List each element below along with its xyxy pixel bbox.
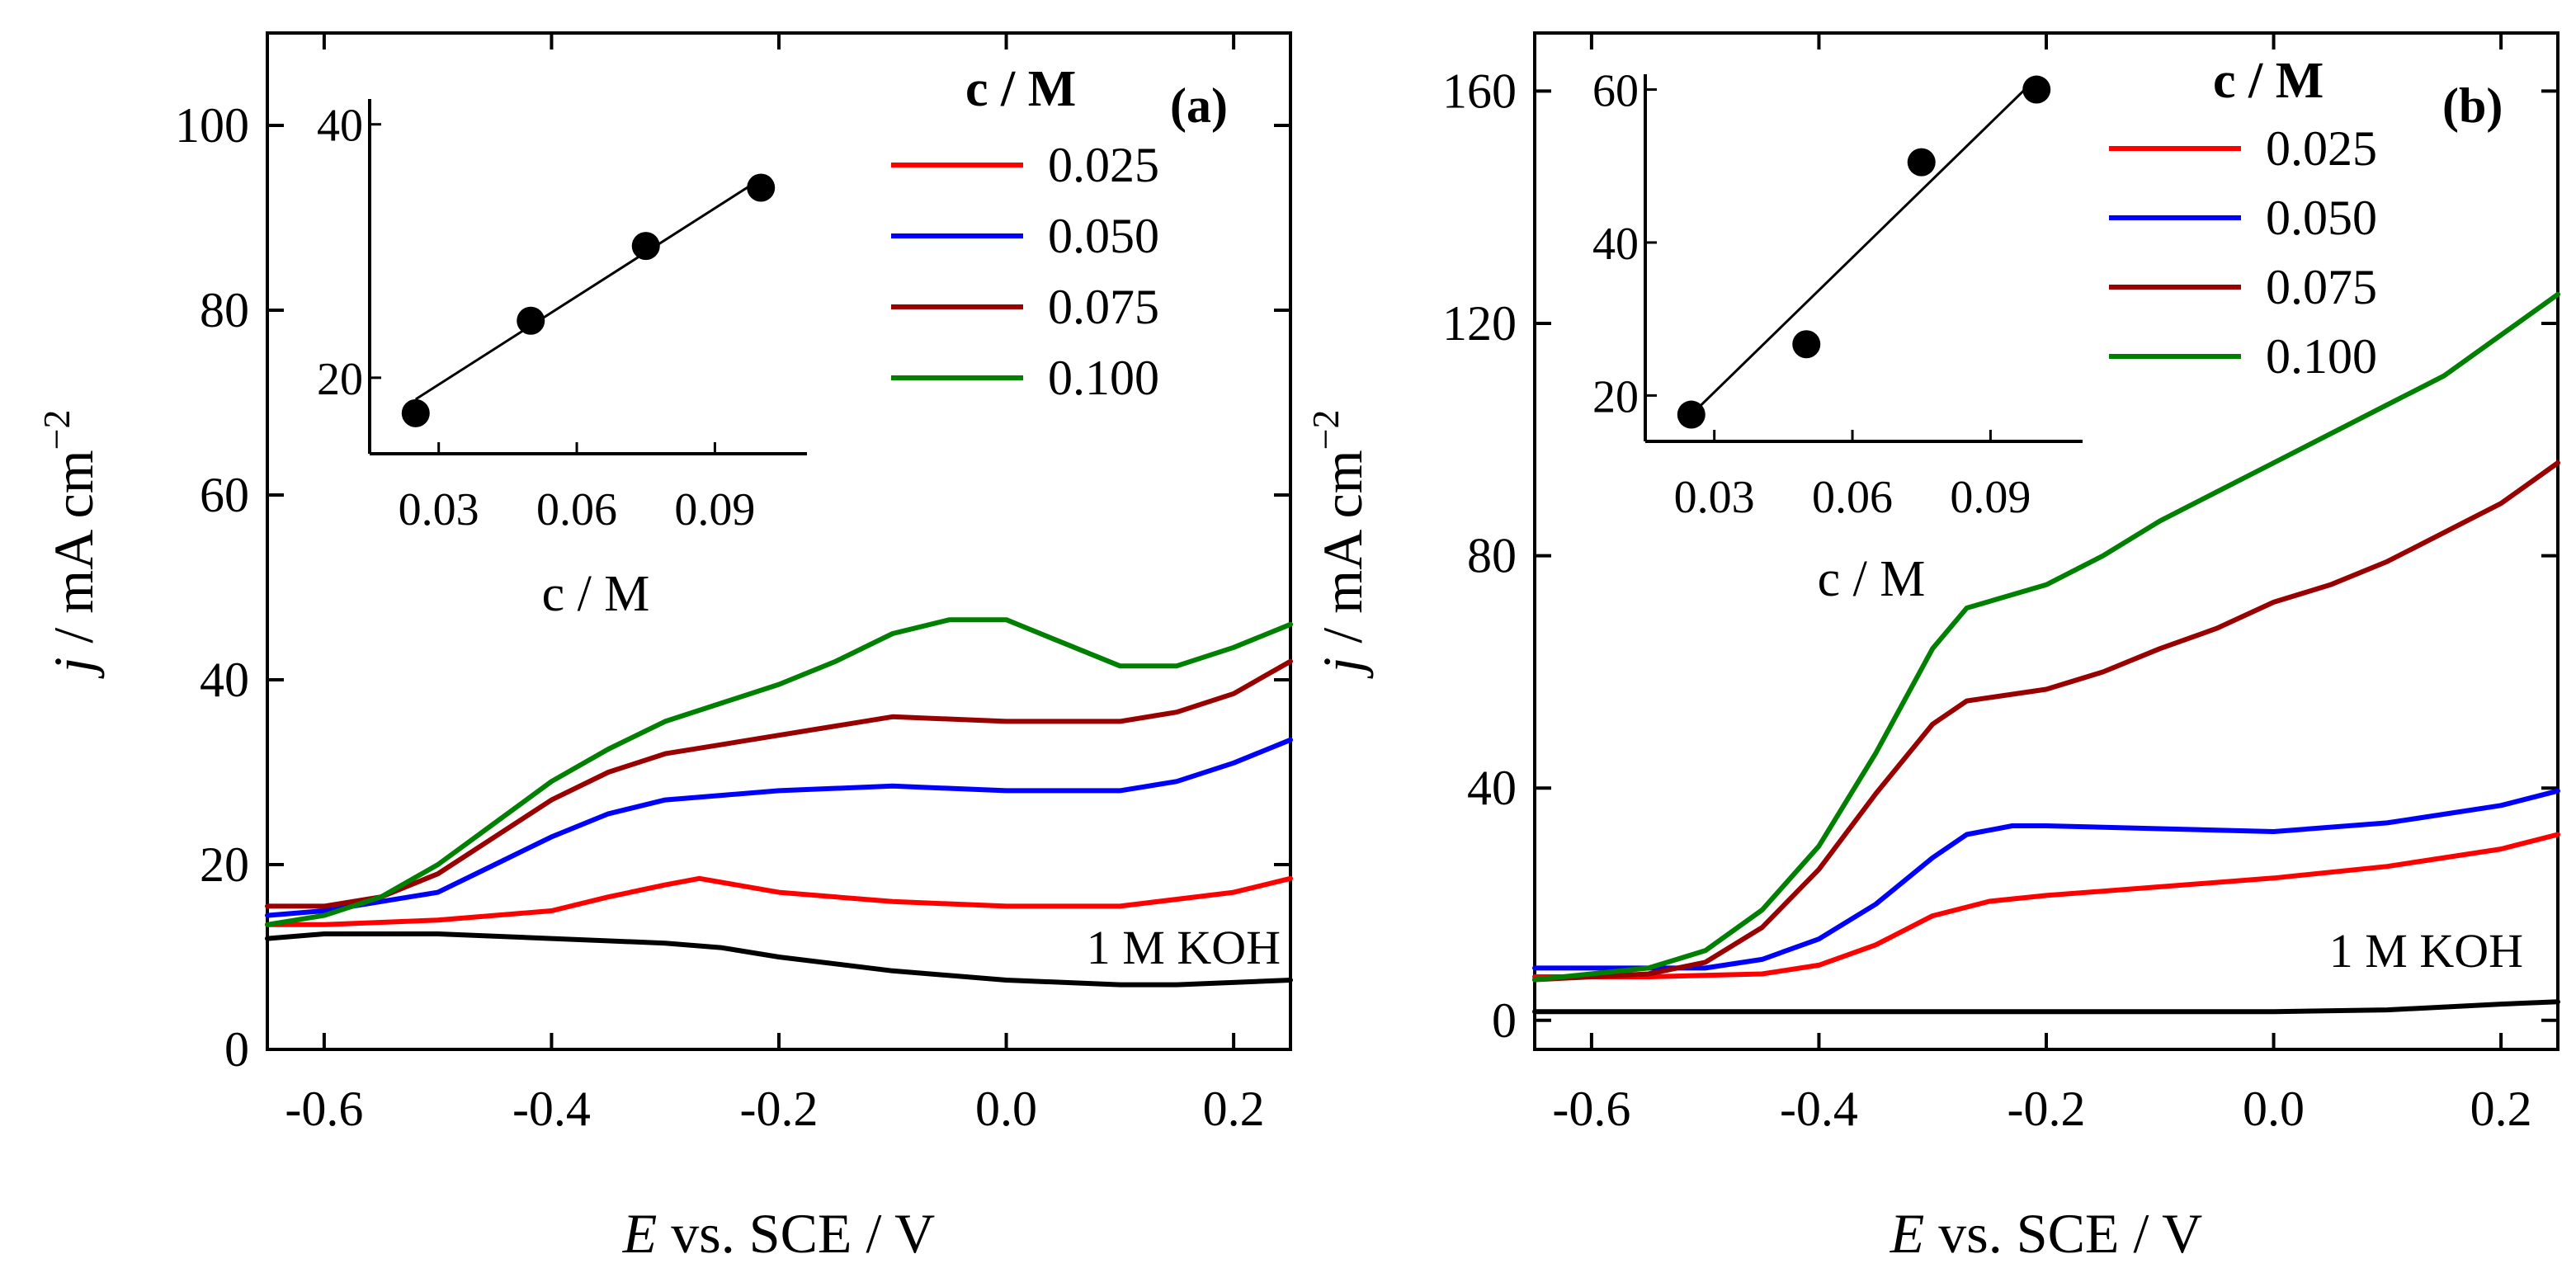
inset-point-a (401, 398, 430, 427)
legend-label-b: 0.100 (2266, 329, 2377, 384)
legend-items-a: 0.025 0.050 0.075 0.100 (891, 138, 1159, 405)
legend-label-b: 0.025 (2266, 121, 2377, 176)
y-tick-label-b: 160 (1442, 64, 1517, 118)
series-line-b-0-025 (1532, 832, 2560, 979)
xlabel-b: E vs. SCE / V (1890, 1202, 2203, 1265)
series-line-a-0-075 (265, 658, 1293, 909)
y-tick-label-a: 80 (200, 283, 249, 337)
inset-a-xlabel: c / M (542, 566, 650, 622)
inset-ticks-b: 0.03 0.06 0.09 20 40 60 (1592, 66, 2031, 523)
annotation-b: 1 M KOH (2329, 924, 2523, 978)
ylabel-a: j / mA cm−2 (35, 409, 105, 679)
inset-x-tick-label-b: 0.06 (1812, 472, 1893, 523)
inset-y-tick-label-b: 40 (1592, 219, 1639, 270)
y-tick-label-b: 0 (1492, 993, 1517, 1048)
series-line-a-0-100 (265, 617, 1293, 927)
x-tick-label-b: -0.6 (1552, 1082, 1630, 1136)
inset-b: 0.03 0.06 0.09 20 40 60 c / M (1592, 66, 2083, 607)
inset-y-tick-label-b: 60 (1592, 66, 1639, 117)
panel-b-label: (b) (2442, 78, 2503, 133)
annotation-a: 1 M KOH (1087, 921, 1281, 974)
legend-label-a: 0.100 (1048, 351, 1159, 405)
inset-point-b (1907, 148, 1936, 177)
x-tick-label-a: 0.0 (975, 1082, 1037, 1136)
inset-x-tick-label-a: 0.03 (399, 484, 479, 535)
panel-a-label: (a) (1170, 78, 1228, 133)
x-tick-label-a: -0.6 (285, 1082, 363, 1136)
series-line-a-0-025 (265, 875, 1293, 927)
series-line-b-0-100 (1532, 291, 2560, 983)
y-tick-label-b: 80 (1467, 529, 1517, 583)
inset-x-tick-label-a: 0.06 (536, 484, 617, 535)
x-tick-label-b: -0.4 (1780, 1082, 1858, 1136)
inset-point-a (747, 173, 776, 202)
inset-point-a (517, 306, 545, 335)
series-line-a-0-050 (265, 737, 1293, 918)
inset-point-a (631, 232, 660, 261)
inset-x-tick-label-a: 0.09 (674, 484, 755, 535)
y-tick-label-a: 40 (200, 653, 249, 707)
legend-label-a: 0.075 (1048, 280, 1159, 334)
inset-fit-line-a (414, 177, 762, 401)
series-line-b-0-050 (1532, 788, 2560, 971)
y-tick-label-a: 60 (200, 468, 249, 522)
series-group-b (1532, 291, 2560, 1015)
legend-label-a: 0.025 (1048, 138, 1159, 192)
axis-ticks-a: -0.6 -0.4 -0.2 0.0 0.2 0 20 40 60 80 100 (175, 33, 1290, 1136)
ylabel-b: j / mA cm−2 (1305, 409, 1374, 679)
legend-a: c / M (a) 0.025 0.050 0.075 0.100 (891, 61, 1228, 405)
y-tick-label-b: 40 (1467, 761, 1517, 815)
legend-label-b: 0.050 (2266, 191, 2377, 245)
inset-x-tick-label-b: 0.03 (1674, 472, 1755, 523)
y-tick-label-a: 100 (175, 98, 249, 153)
inset-fit-line-b (1690, 77, 2038, 416)
inset-point-b (2022, 75, 2051, 104)
x-tick-label-b: 0.0 (2243, 1082, 2305, 1136)
series-line-a-1-m-koh (265, 931, 1293, 988)
inset-points-a (401, 173, 776, 427)
axis-ticks-b: -0.6 -0.4 -0.2 0.0 0.2 0 40 80 120 160 (1442, 33, 2558, 1136)
inset-y-tick-label-b: 20 (1592, 371, 1639, 422)
xlabel-a: E vs. SCE / V (622, 1202, 936, 1265)
inset-x-tick-label-b: 0.09 (1950, 472, 2031, 523)
inset-point-b (1792, 330, 1821, 359)
legend-items-b: 0.025 0.050 0.075 0.100 (2109, 121, 2377, 384)
inset-point-b (1677, 400, 1706, 429)
inset-y-tick-label-a: 40 (317, 101, 363, 152)
x-tick-label-b: 0.2 (2470, 1082, 2532, 1136)
y-tick-label-a: 0 (224, 1022, 249, 1077)
inset-a: 0.03 0.06 0.09 20 40 c / M (317, 99, 807, 622)
x-tick-label-a: 0.2 (1203, 1082, 1265, 1136)
y-tick-label-a: 20 (200, 837, 249, 892)
legend-b-title: c / M (2213, 53, 2324, 109)
inset-y-tick-label-a: 20 (317, 354, 363, 405)
legend-label-b: 0.075 (2266, 260, 2377, 314)
legend-label-a: 0.050 (1048, 209, 1159, 263)
y-tick-label-b: 120 (1442, 296, 1517, 351)
inset-b-xlabel: c / M (1818, 551, 1926, 607)
x-tick-label-a: -0.2 (740, 1082, 819, 1136)
series-line-b-1-m-koh (1532, 999, 2560, 1015)
x-tick-label-a: -0.4 (512, 1082, 591, 1136)
legend-b: c / M (b) 0.025 0.050 0.075 0.100 (2109, 53, 2503, 384)
x-tick-label-b: -0.2 (2007, 1082, 2086, 1136)
legend-a-title: c / M (965, 61, 1076, 117)
series-line-b-0-075 (1532, 460, 2560, 983)
inset-ticks-a: 0.03 0.06 0.09 20 40 (317, 101, 755, 535)
series-group-a (265, 617, 1293, 988)
inset-points-b (1677, 75, 2051, 429)
